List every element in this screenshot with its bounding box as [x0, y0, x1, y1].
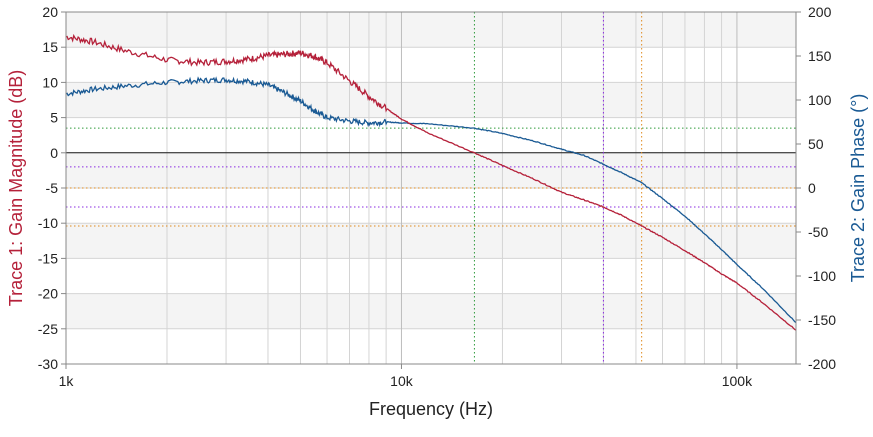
y-left-tick-label: -15 [38, 250, 58, 266]
x-tick-label: 100k [722, 373, 753, 389]
y-right-tick-label: -200 [808, 356, 836, 372]
y-left-tick-label: -20 [38, 286, 58, 302]
series-gain-magnitude [65, 33, 797, 331]
y-left-tick-label: 10 [42, 74, 58, 90]
series-gain-phase [65, 76, 797, 324]
band-8 [66, 293, 796, 329]
x-axis-title: Frequency (Hz) [369, 399, 493, 419]
plot-area [65, 33, 797, 331]
y-right-axis-title: Trace 2: Gain Phase (°) [848, 94, 868, 283]
x-tick-label: 10k [390, 373, 414, 389]
x-tick-label: 1k [59, 373, 75, 389]
y-left-tick-label: -5 [46, 180, 59, 196]
y-right-tick-label: -50 [808, 224, 828, 240]
y-right-tick-label: 100 [808, 92, 832, 108]
y-left-tick-label: 0 [50, 145, 58, 161]
x-tick-labels: 1k 10k 100k [59, 364, 753, 389]
background-bands [66, 12, 796, 329]
y-right-tick-label: 200 [808, 4, 832, 20]
y-right-tick-label: 150 [808, 48, 832, 64]
y-right-tick-labels: 200 150 100 50 0 -50 -100 -150 -200 [796, 4, 836, 372]
y-left-axis-title: Trace 1: Gain Magnitude (dB) [6, 70, 26, 306]
y-left-tick-label: -30 [38, 356, 58, 372]
y-left-tick-label: -10 [38, 215, 58, 231]
y-left-tick-labels: 20 15 10 5 0 -5 -10 -15 -20 -25 -30 [38, 4, 66, 372]
y-left-tick-label: -25 [38, 321, 58, 337]
y-right-tick-label: 0 [808, 180, 816, 196]
band-6 [66, 223, 796, 259]
y-left-tick-label: 15 [42, 39, 58, 55]
reference-lines [66, 12, 796, 364]
band-0 [66, 12, 796, 48]
y-left-tick-label: 5 [50, 110, 58, 126]
y-right-tick-label: 50 [808, 136, 824, 152]
band-2 [66, 82, 796, 118]
y-left-tick-label: 20 [42, 4, 58, 20]
y-right-tick-label: -100 [808, 268, 836, 284]
y-right-tick-label: -150 [808, 312, 836, 328]
band-4 [66, 152, 796, 188]
